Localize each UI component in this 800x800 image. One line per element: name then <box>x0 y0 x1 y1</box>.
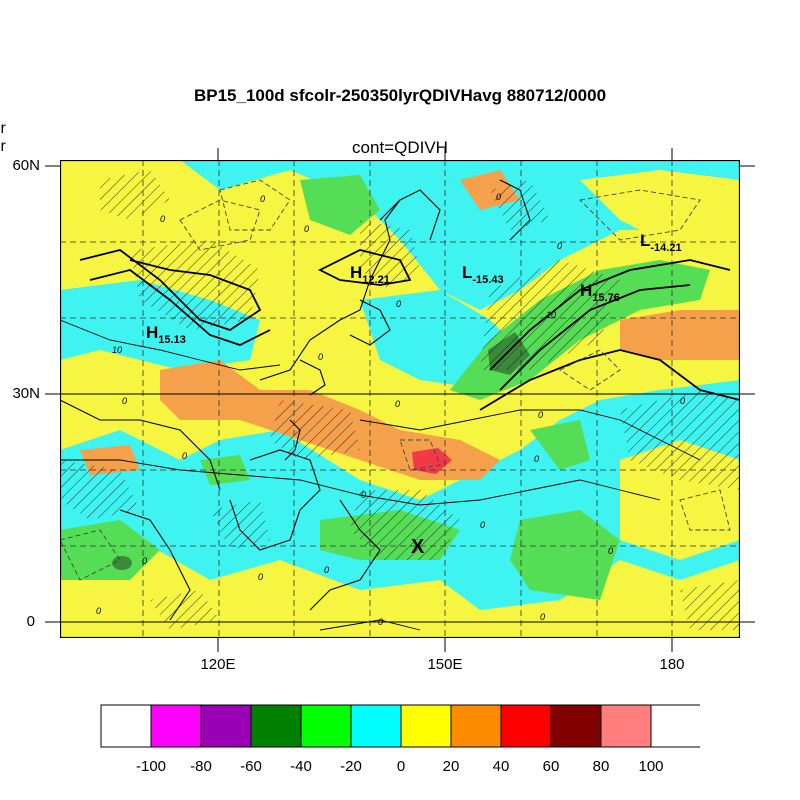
x-tick-120e: 120E <box>200 656 236 673</box>
colorbar-label: 60 <box>542 758 560 775</box>
colorbar-box <box>350 704 402 748</box>
pressure-center-high: H15.76 <box>580 281 620 304</box>
green-region-mid-east <box>530 420 590 470</box>
green-region-southwest <box>60 520 160 580</box>
y-tick-30n: 30N <box>12 385 40 402</box>
colorbar-label: 0 <box>396 758 406 775</box>
contour-label: 0 <box>160 214 165 224</box>
dark-green-spot <box>112 556 132 570</box>
contour-label: 0 <box>361 490 366 500</box>
left-cut-label-1: olr <box>0 120 6 137</box>
y-tick-60n: 60N <box>12 157 40 174</box>
contour-label: 0 <box>680 396 685 406</box>
colorbar-label: 40 <box>492 758 510 775</box>
contour-label: 10 <box>112 345 122 355</box>
lat-lon-grid <box>60 160 740 638</box>
contour-label: 0 <box>378 617 383 627</box>
yellow-region-northeast <box>580 170 740 250</box>
colorbar-box <box>450 704 502 748</box>
map-panel: 0 0 0 0 0 0 0 0 0 0 0 0 0 0 0 0 0 0 0 0 … <box>59 159 741 639</box>
contour-label: 0 <box>142 556 147 566</box>
colorbar-box <box>650 704 700 748</box>
colorbar-label: -80 <box>190 758 212 775</box>
contour-label: 0 <box>122 396 127 406</box>
colorbar-box <box>500 704 552 748</box>
red-core <box>412 448 452 474</box>
contour-label: 0 <box>396 299 401 309</box>
contour-label: 0 <box>96 606 101 616</box>
y-tick-0: 0 <box>26 613 35 630</box>
pressure-center-high: H12.21 <box>350 263 390 286</box>
pressure-center-low: L-15.43 <box>462 263 504 286</box>
colorbar-label: 80 <box>592 758 610 775</box>
pressure-center-high: H15.13 <box>146 323 186 346</box>
colorbar-box <box>200 704 252 748</box>
contour-label: 0 <box>260 194 265 204</box>
x-tick-150e: 150E <box>427 656 463 673</box>
left-cut-label-2: olr <box>0 138 6 155</box>
colorbar-box <box>600 704 652 748</box>
contour-label: 0 <box>608 546 613 556</box>
contour-label: 0 <box>324 565 329 575</box>
colorbar-box <box>100 704 152 748</box>
colorbar-box <box>400 704 452 748</box>
colorbar-label: 20 <box>442 758 460 775</box>
contour-label: 0 <box>318 352 323 362</box>
dashed-contours <box>60 179 731 581</box>
contour-label: 0 <box>534 454 539 464</box>
contour-label: 10 <box>546 310 556 320</box>
colorbar-label: -40 <box>290 758 312 775</box>
contour-label: 0 <box>538 410 543 420</box>
colorbar-box <box>550 704 602 748</box>
colorbar <box>100 704 700 748</box>
contour-label: 0 <box>258 572 263 582</box>
green-region-southeast <box>510 510 620 600</box>
colorbar-label: -60 <box>240 758 262 775</box>
contour-label: 0 <box>395 399 400 409</box>
map-svg: 0 0 0 0 0 0 0 0 0 0 0 0 0 0 0 0 0 0 0 0 … <box>59 159 741 639</box>
contour-label: 0 <box>557 241 562 251</box>
colorbar-label: 100 <box>638 758 664 775</box>
colorbar-box <box>150 704 202 748</box>
colorbar-label: -100 <box>135 758 167 775</box>
map-frame <box>59 159 741 639</box>
orange-region-east <box>620 310 740 360</box>
pressure-center-low: L-14.21 <box>640 231 682 254</box>
plot-subtitle: cont=QDIVH <box>352 138 448 157</box>
x-tick-180: 180 <box>659 656 685 673</box>
contour-label: 0 <box>496 192 501 202</box>
yellow-region-south <box>60 540 740 638</box>
contour-label: 0 <box>182 451 187 461</box>
plot-title: BP15_100d sfcolr-250350lyrQDIVHavg 88071… <box>193 86 607 105</box>
colorbar-label: -20 <box>340 758 362 775</box>
colorbar-box <box>250 704 302 748</box>
x-marker: X <box>411 536 425 558</box>
major-grid <box>60 393 740 623</box>
contour-label: 0 <box>480 520 485 530</box>
contour-label: 0 <box>304 224 309 234</box>
colorbar-box <box>300 704 352 748</box>
contour-label: 0 <box>540 612 545 622</box>
thin-contours <box>60 319 701 631</box>
solid-contours <box>79 249 740 411</box>
